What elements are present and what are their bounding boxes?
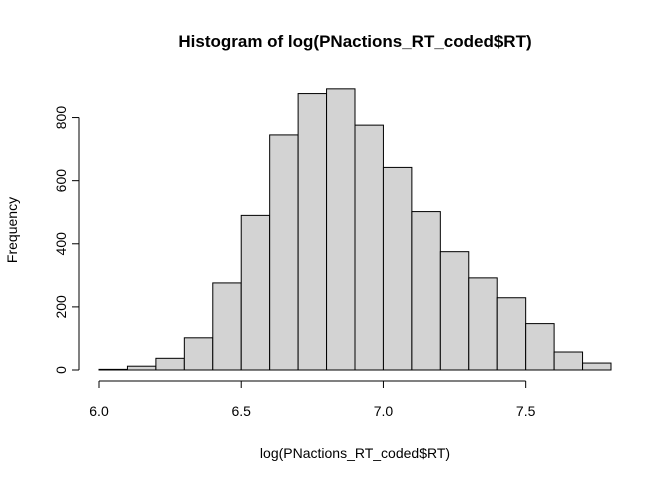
y-axis: 0 200 400 600 800: [53, 106, 80, 374]
chart-title: Histogram of log(PNactions_RT_coded$RT): [178, 32, 531, 51]
histogram-bar: [212, 282, 242, 371]
histogram-bar: [326, 88, 356, 371]
histogram-bar: [525, 323, 555, 371]
histogram-bar: [269, 134, 299, 371]
y-tick-label: 400: [53, 232, 69, 256]
histogram-bar: [411, 211, 441, 371]
bars-group: [98, 88, 612, 371]
histogram-bar: [297, 93, 328, 371]
y-tick-label: 800: [53, 106, 69, 130]
x-tick-label: 7.5: [516, 403, 536, 419]
histogram-bar: [98, 368, 128, 371]
y-tick-label: 0: [53, 366, 69, 374]
y-tick-label: 200: [53, 295, 69, 319]
histogram-bar: [553, 351, 584, 371]
histogram-bar: [155, 357, 185, 371]
histogram-bar: [183, 337, 214, 371]
x-tick-label: 6.0: [89, 403, 109, 419]
histogram-bar: [240, 214, 271, 371]
x-axis: 6.0 6.5 7.0 7.5: [89, 380, 536, 419]
x-tick-label: 7.0: [374, 403, 394, 419]
histogram-bar: [582, 362, 612, 371]
histogram-bar: [439, 251, 470, 371]
histogram-bar: [468, 277, 498, 371]
histogram-bar: [496, 297, 527, 371]
x-tick-label: 6.5: [231, 403, 251, 419]
histogram-bar: [382, 166, 413, 371]
x-axis-label: log(PNactions_RT_coded$RT): [260, 445, 450, 461]
histogram-bar: [126, 365, 157, 371]
y-axis-label: Frequency: [4, 197, 20, 263]
y-tick-label: 600: [53, 169, 69, 193]
histogram-bar: [354, 124, 384, 371]
